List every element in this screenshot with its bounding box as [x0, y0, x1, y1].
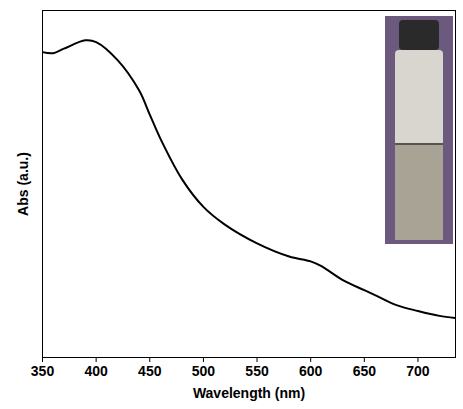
svg-text:500: 500 — [192, 363, 216, 379]
svg-text:650: 650 — [353, 363, 377, 379]
svg-text:450: 450 — [138, 363, 162, 379]
svg-text:600: 600 — [299, 363, 323, 379]
svg-text:350: 350 — [31, 363, 55, 379]
svg-text:550: 550 — [245, 363, 269, 379]
svg-text:Abs (a.u.): Abs (a.u.) — [15, 152, 31, 216]
svg-text:Wavelength (nm): Wavelength (nm) — [193, 385, 305, 401]
svg-text:400: 400 — [84, 363, 108, 379]
svg-text:700: 700 — [406, 363, 430, 379]
